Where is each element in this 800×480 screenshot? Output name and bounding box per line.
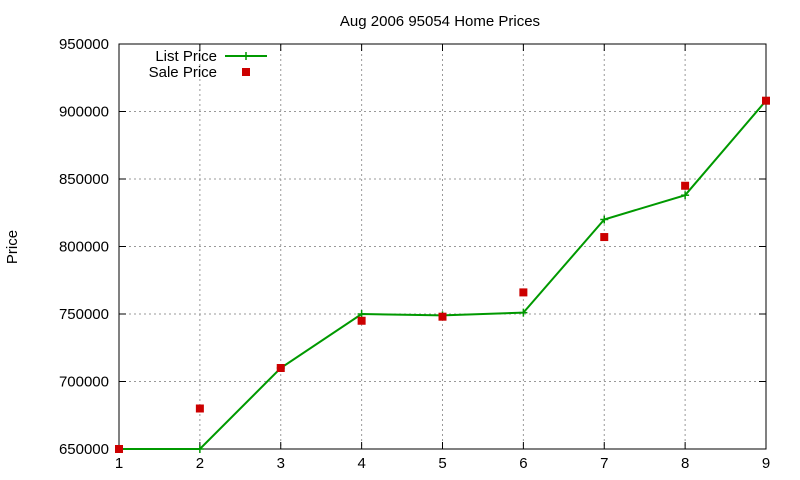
sale-price-point xyxy=(195,404,204,413)
list-price-point xyxy=(519,308,528,317)
x-tick-label: 2 xyxy=(196,455,204,472)
y-tick-label: 900000 xyxy=(59,104,109,121)
series-layer xyxy=(115,96,770,453)
x-tick-label: 3 xyxy=(277,455,285,472)
y-tick-label: 650000 xyxy=(59,441,109,458)
legend-square-swatch xyxy=(242,68,250,76)
list-price-point xyxy=(681,191,690,200)
y-axis-label: Price xyxy=(4,230,21,264)
x-axis: 1 2 3 4 5 6 7 8 9 xyxy=(115,44,770,472)
sale-price-point xyxy=(600,233,609,242)
sale-price-point xyxy=(276,364,285,372)
y-tick-label: 850000 xyxy=(59,171,109,188)
sale-price-point xyxy=(115,445,123,453)
list-price-point xyxy=(195,445,204,453)
x-tick-label: 7 xyxy=(600,455,608,472)
x-tick-label: 6 xyxy=(519,455,527,472)
sale-price-point xyxy=(762,96,770,105)
sale-price-point xyxy=(519,288,528,297)
sale-price-point xyxy=(357,316,366,325)
y-tick-label: 950000 xyxy=(59,36,109,53)
x-tick-label: 9 xyxy=(762,455,770,472)
x-tick-label: 1 xyxy=(115,455,123,472)
list-price-point xyxy=(600,215,609,224)
y-tick-label: 800000 xyxy=(59,239,109,256)
y-axis: 650000 700000 750000 800000 850000 900000 9500… xyxy=(59,36,766,458)
x-tick-label: 5 xyxy=(438,455,446,472)
sale-price-point xyxy=(438,312,447,321)
y-tick-label: 750000 xyxy=(59,306,109,323)
y-tick-label: 700000 xyxy=(59,374,109,391)
legend-label: Sale Price xyxy=(149,64,217,81)
chart-title: Aug 2006 95054 Home Prices xyxy=(340,13,540,30)
list-price-point xyxy=(357,310,366,318)
legend-cross-marker xyxy=(242,52,250,60)
series-sale-price xyxy=(115,96,770,453)
sale-price-point xyxy=(681,181,690,190)
x-tick-label: 4 xyxy=(357,455,365,472)
legend-label: List Price xyxy=(155,48,217,65)
x-tick-label: 8 xyxy=(681,455,689,472)
